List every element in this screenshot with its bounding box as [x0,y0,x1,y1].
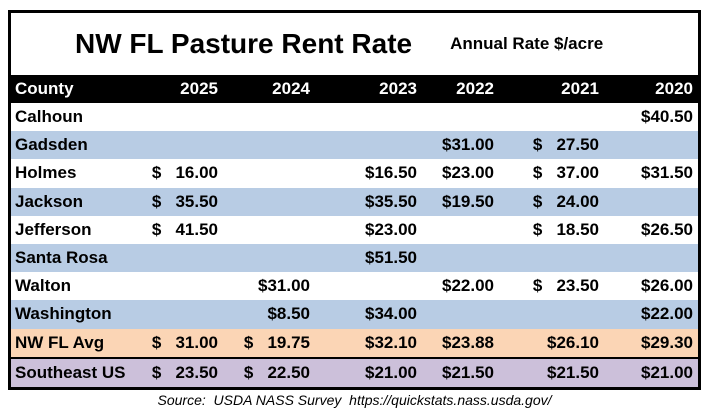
county-name-nw-fl-avg: NW FL Avg [15,332,105,352]
rate-jackson-2025: $ 35.50 [151,191,218,211]
rate-holmes-2023: $16.50 [365,163,417,183]
rate-nw-fl-avg-2021: $26.10 [547,332,599,352]
table-row-santa-rosa: Santa Rosa $51.50 [11,243,698,273]
column-header-2020: 2020 [655,79,693,98]
rate-nw-fl-avg-2022: $23.88 [442,332,494,352]
table-frame: NW FL Pasture Rent Rate Annual Rate $/ac… [8,10,701,390]
rate-southeast-us-2025: $ 23.50 [151,362,218,382]
page-title: NW FL Pasture Rent Rate [75,28,413,59]
county-name-gadsden: Gadsden [15,135,88,155]
column-header-2023: 2023 [379,79,417,98]
table-row-southeast-us: Southeast US $ 23.50 $ 22.50 $21.00 $21.50 $2… [11,358,698,387]
column-header-2022: 2022 [456,79,494,98]
rate-southeast-us-2020: $21.00 [641,362,693,382]
rate-gadsden-2021: $ 27.50 [532,135,599,155]
table-row-jackson: Jackson $ 35.50 $35.50 $19.50 $ 24.00 [11,187,698,216]
rate-nw-fl-avg-2024: $ 19.75 [243,332,310,352]
rate-jackson-2023: $35.50 [365,191,417,211]
rate-walton-2020: $26.00 [641,276,693,296]
table-header-row: County 2025 2024 2023 2022 2021 2020 [11,75,698,103]
table-row-holmes: Holmes $ 16.00 $16.50 $23.00 $ 37.00 $31.50 [11,159,698,188]
rate-washington-2023: $34.00 [365,304,417,324]
rate-walton-2021: $ 23.50 [532,276,599,296]
county-name-southeast-us: Southeast US [15,362,126,382]
table-body: Calhoun $40.50 Gadsden $31.00 $ 27.50 Holmes $… [11,103,698,387]
rate-nw-fl-avg-2020: $29.30 [641,332,693,352]
table-row-calhoun: Calhoun $40.50 [11,103,698,132]
rate-jefferson-2020: $26.50 [641,219,693,239]
county-name-santa-rosa: Santa Rosa [15,247,108,267]
rate-holmes-2025: $ 16.00 [151,163,218,183]
county-name-jefferson: Jefferson [15,219,92,239]
rate-walton-2024: $31.00 [258,276,310,296]
county-name-washington: Washington [15,304,112,324]
rate-holmes-2021: $ 37.00 [532,163,599,183]
rate-jackson-2021: $ 24.00 [532,191,599,211]
county-name-calhoun: Calhoun [15,107,83,126]
rate-southeast-us-2022: $21.50 [442,362,494,382]
rate-holmes-2020: $31.50 [641,163,693,183]
rate-nw-fl-avg-2025: $ 31.00 [151,332,218,352]
rate-washington-2020: $22.00 [641,304,693,324]
county-name-jackson: Jackson [15,191,84,211]
county-name-holmes: Holmes [15,163,77,183]
rate-jefferson-2021: $ 18.50 [532,219,599,239]
rate-washington-2024: $8.50 [267,304,310,324]
rate-southeast-us-2023: $21.00 [365,362,417,382]
table-row-washington: Washington $8.50 $34.00 $22.00 [11,300,698,329]
rate-gadsden-2022: $31.00 [442,135,494,155]
column-header-county: County [15,79,74,98]
table-row-nw-fl-avg: NW FL Avg $ 31.00 $ 19.75 $32.10 $23.88 $26.1… [11,328,698,359]
table-row-walton: Walton $31.00 $22.00 $ 23.50 $26.00 [11,272,698,301]
source-note: Source: USDA NASS Survey https://quickst… [157,392,552,408]
rate-southeast-us-2021: $21.50 [547,362,599,382]
rate-santa-rosa-2023: $51.50 [365,247,417,267]
rate-southeast-us-2024: $ 22.50 [243,362,310,382]
rate-holmes-2022: $23.00 [442,163,494,183]
rate-walton-2022: $22.00 [442,276,494,296]
county-name-walton: Walton [15,276,72,296]
rate-jackson-2022: $19.50 [442,191,494,211]
page-subtitle: Annual Rate $/acre [450,34,604,53]
rate-jefferson-2023: $23.00 [365,219,417,239]
column-header-2024: 2024 [272,79,310,98]
column-header-2025: 2025 [180,79,218,98]
rate-calhoun-2020: $40.50 [641,107,693,126]
table-row-gadsden: Gadsden $31.00 $ 27.50 [11,131,698,160]
title-bar: NW FL Pasture Rent Rate Annual Rate $/ac… [11,13,698,75]
rate-jefferson-2025: $ 41.50 [151,219,218,239]
table-row-jefferson: Jefferson $ 41.50 $23.00 $ 18.50 $26.50 [11,215,698,244]
rate-nw-fl-avg-2023: $32.10 [365,332,417,352]
column-header-2021: 2021 [561,79,599,98]
